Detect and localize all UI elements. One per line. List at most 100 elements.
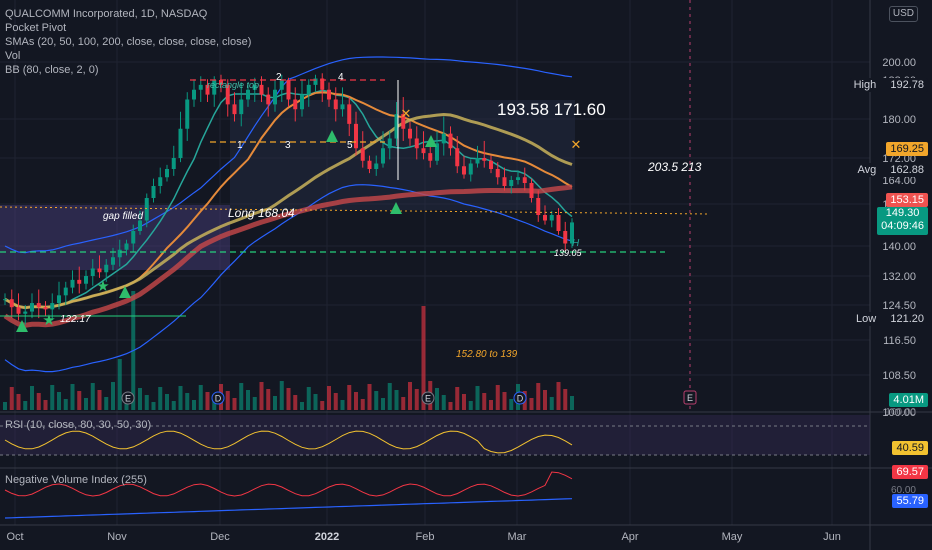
volume-bar	[90, 383, 95, 410]
candle-body	[549, 215, 554, 221]
volume-bar	[212, 399, 217, 410]
candle-body	[435, 143, 439, 161]
nvi-line	[4, 471, 573, 497]
volume-bar	[205, 392, 210, 410]
volume-bar	[70, 384, 75, 410]
volume-bar	[421, 306, 426, 410]
wave-label: 2	[276, 72, 282, 83]
volume-bar	[448, 402, 453, 410]
volume-bar	[279, 381, 284, 410]
candle-body	[522, 177, 527, 183]
candle-body	[354, 123, 358, 149]
x-label: Mar	[507, 531, 527, 543]
candle-body	[252, 84, 257, 90]
candle-body	[286, 80, 291, 100]
volume-bar	[30, 386, 34, 410]
price-tick: 108.50	[882, 370, 916, 382]
long-entry-line	[0, 206, 711, 215]
rsi-value-label: 40.59	[892, 441, 928, 455]
volume-bar	[468, 401, 473, 410]
candle-body	[367, 160, 372, 169]
volume-bar	[97, 390, 102, 410]
low-price-label: Low 121.20	[852, 312, 928, 326]
volume-bar	[225, 391, 230, 410]
candle-body	[239, 99, 244, 115]
candle-body	[77, 279, 82, 284]
nvi-tick: 60.00	[891, 485, 916, 496]
candle-body	[30, 303, 34, 312]
marker-letter: D	[517, 394, 524, 404]
candle-body	[516, 177, 520, 180]
candle-body	[70, 279, 75, 288]
volume-bar	[198, 385, 203, 410]
indicator-pocket-pivot[interactable]: Pocket Pivot	[5, 22, 67, 34]
candle-body	[111, 257, 115, 265]
avg-label-value: 162.88	[890, 164, 924, 176]
candle-body	[320, 78, 325, 90]
low-label-value: 121.20	[890, 313, 924, 325]
candle-body	[313, 78, 318, 85]
currency-button[interactable]: USD	[888, 6, 918, 22]
volume-bar	[178, 386, 183, 410]
candle-body	[178, 128, 183, 158]
nvi-label[interactable]: Negative Volume Index (255)	[5, 474, 147, 486]
price-tick: 116.50	[883, 335, 916, 347]
range-annotation: 152.80 to 139	[456, 349, 518, 360]
price-tick: 124.50	[882, 300, 916, 312]
bb-mid-price-label: 153.15	[886, 193, 928, 207]
volume-bar	[306, 387, 311, 410]
candle-body	[489, 160, 493, 169]
x-label: Nov	[107, 531, 127, 543]
candle-body	[124, 243, 129, 250]
volume-bar	[462, 394, 466, 410]
volume-bar	[57, 392, 61, 410]
volume-bar	[327, 386, 331, 410]
volume-bar	[84, 398, 88, 410]
candle-body	[381, 148, 385, 164]
gap-filled-annotation: gap filled	[103, 211, 144, 222]
candle-body	[468, 163, 473, 175]
volume-bar	[300, 402, 304, 410]
candle-body	[279, 80, 284, 90]
recent-low-annotation: 139.05	[554, 248, 582, 258]
candle-body	[158, 177, 163, 186]
rsi-label[interactable]: RSI (10, close, 80, 30, 50, 30)	[5, 419, 152, 431]
candle-body	[529, 183, 534, 198]
candle-body	[205, 84, 210, 95]
candle-body	[536, 198, 541, 215]
candle-body	[131, 231, 136, 244]
indicator-vol[interactable]: Vol	[5, 50, 21, 62]
candle-body	[138, 220, 142, 231]
low-label-text: Low	[856, 313, 877, 325]
volume-bar	[495, 385, 500, 410]
volume-bar	[387, 383, 392, 410]
volume-bar	[50, 385, 55, 410]
volume-bar	[273, 396, 277, 410]
long-annotation: Long 168.04	[228, 206, 295, 220]
cross-marker: ✕	[401, 106, 412, 121]
candle-body	[104, 264, 109, 273]
candle-body	[259, 84, 264, 95]
targets-right-annotation: 203.5 213	[648, 160, 702, 174]
volume-bar	[414, 389, 419, 410]
volume-bar	[482, 393, 487, 410]
volume-bar	[23, 401, 28, 410]
price-axis[interactable]: 100.00108.50116.50124.50132.00140.00148.…	[882, 57, 916, 496]
candle-body	[63, 287, 68, 296]
volume-bar	[475, 386, 480, 410]
indicator-bb[interactable]: BB (80, close, 2, 0)	[5, 64, 99, 76]
candle-body	[144, 198, 149, 221]
pivot-triangle	[326, 130, 338, 142]
volume-bar	[374, 391, 379, 410]
volume-bar	[232, 398, 237, 410]
x-label: Oct	[6, 531, 24, 543]
candle-body	[333, 99, 338, 110]
pivot-star: ★	[42, 312, 55, 329]
indicator-smas[interactable]: SMAs (20, 50, 100, 200, close, close, cl…	[5, 36, 252, 48]
candle-body	[97, 268, 102, 273]
candle-body	[23, 311, 28, 314]
volume-bar	[144, 395, 149, 410]
candle-body	[16, 307, 21, 314]
price-tick: 200.00	[882, 57, 916, 69]
